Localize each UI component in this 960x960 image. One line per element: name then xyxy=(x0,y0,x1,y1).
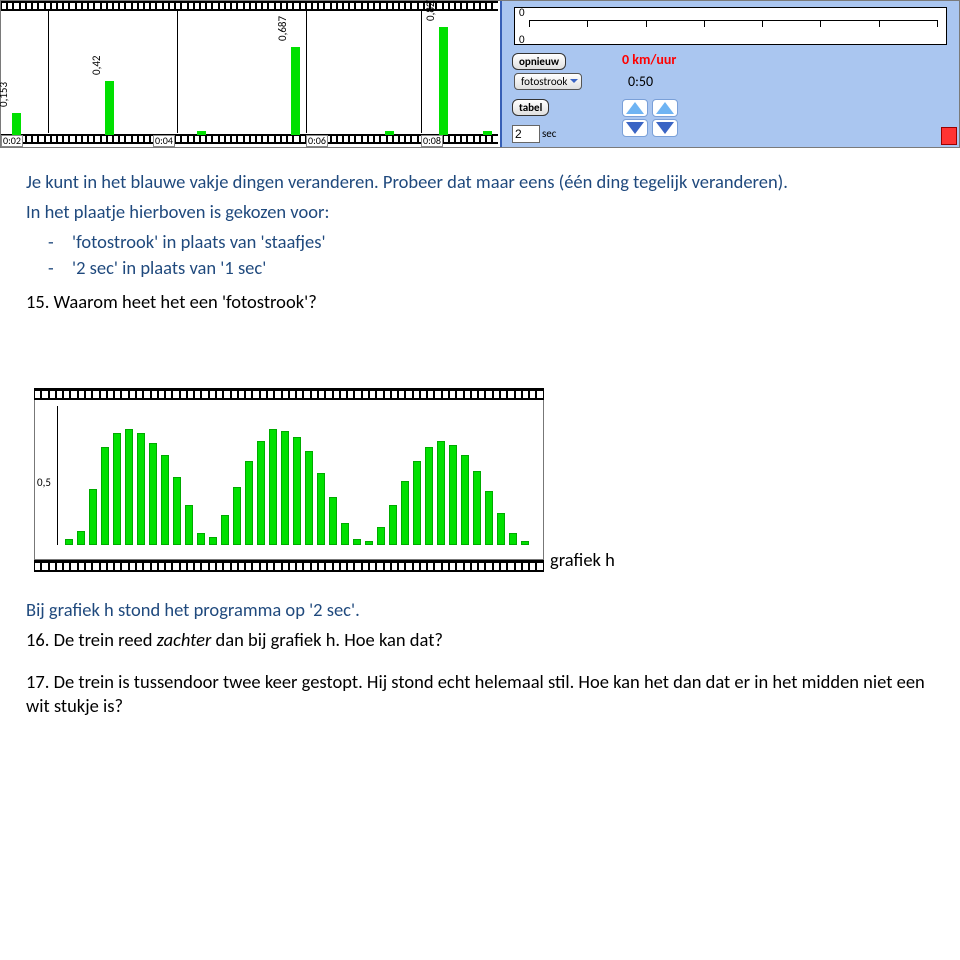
choice-2: '2 sec' in plaats van '1 sec' xyxy=(72,256,934,280)
opnieuw-button[interactable]: opnieuw xyxy=(512,53,566,70)
intro-text: Je kunt in het blauwe vakje dingen veran… xyxy=(26,170,934,194)
top-bars: 0,1530,420,6870,827 xyxy=(1,11,498,135)
up-arrows[interactable] xyxy=(622,99,678,117)
question-15: 15. Waarom heet het een 'fotostrook'? xyxy=(26,290,934,314)
y-axis xyxy=(57,406,58,545)
arrow-down-icon xyxy=(626,122,644,134)
small-red-indicator xyxy=(941,127,957,145)
sec-input[interactable] xyxy=(512,125,540,143)
arrow-up-icon xyxy=(656,102,674,114)
scale-zero-bottom: 0 xyxy=(519,33,525,46)
speed-readout: 0 km/uur xyxy=(622,51,676,68)
y-axis-label: 0,5 xyxy=(37,476,51,490)
tabel-button[interactable]: tabel xyxy=(512,99,549,116)
scale-ruler: 0 0 xyxy=(514,7,947,45)
grafiek-h: 0,5 xyxy=(34,388,544,572)
grafiek-h-caption: grafiek h xyxy=(550,548,615,572)
down-arrows[interactable] xyxy=(622,119,678,137)
arrow-up-icon xyxy=(626,102,644,114)
top-region: 0,1530,420,6870,827 0 0 opnieuw fot xyxy=(0,0,960,148)
fotostrook-select[interactable]: fotostrook xyxy=(514,73,582,90)
filmstrip-bottom xyxy=(34,560,544,572)
gh-intro: Bij grafiek h stond het programma op '2 … xyxy=(26,598,934,622)
body-text: Je kunt in het blauwe vakje dingen veran… xyxy=(0,148,960,718)
choices-intro: In het plaatje hierboven is gekozen voor… xyxy=(26,200,934,224)
choice-1: 'fotostrook' in plaats van 'staafjes' xyxy=(72,230,934,254)
scale-zero-top: 0 xyxy=(519,6,525,19)
control-panel: 0 0 opnieuw fotostrook tabel 0 km/uur 0:… xyxy=(500,1,959,147)
filmstrip-top xyxy=(34,388,544,400)
question-16: 16. De trein reed zachter dan bij grafie… xyxy=(26,628,934,652)
sec-label: sec xyxy=(542,127,556,140)
question-17: 17. De trein is tussendoor twee keer ges… xyxy=(26,670,934,718)
arrow-down-icon xyxy=(656,122,674,134)
time-readout: 0:50 xyxy=(628,73,653,90)
